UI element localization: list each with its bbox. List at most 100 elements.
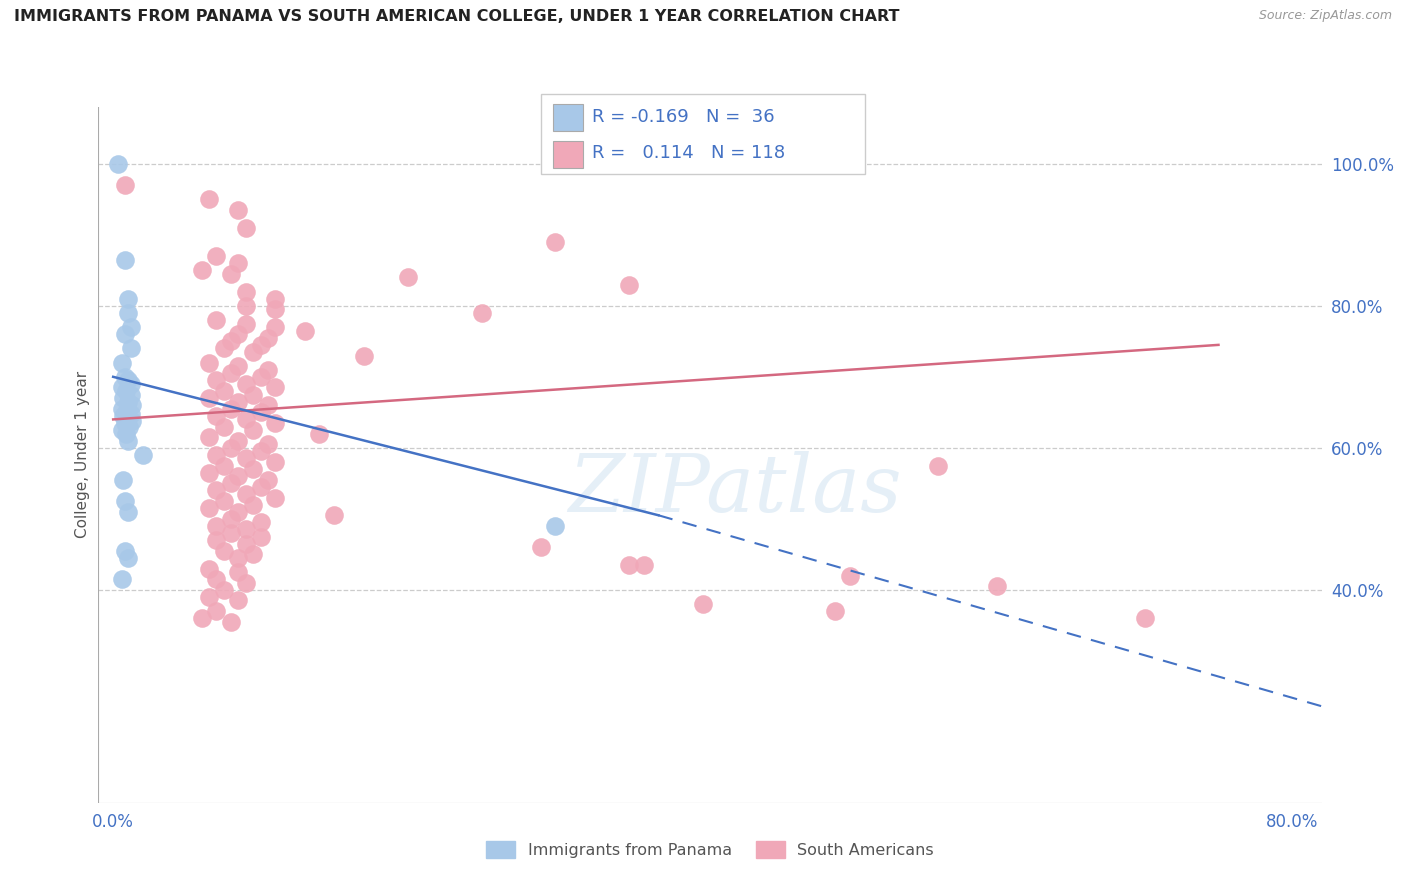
- Point: [205, 604, 228, 618]
- Point: [235, 523, 257, 537]
- Point: [205, 313, 228, 327]
- Point: [264, 292, 287, 306]
- Point: [198, 192, 221, 206]
- Text: ZIPatlas: ZIPatlas: [568, 451, 901, 528]
- Point: [228, 359, 250, 374]
- Point: [235, 285, 257, 299]
- Point: [111, 401, 134, 416]
- Point: [264, 302, 287, 317]
- Point: [353, 349, 375, 363]
- Point: [198, 466, 221, 480]
- Point: [264, 455, 287, 469]
- Point: [115, 384, 138, 398]
- Point: [249, 530, 271, 544]
- Point: [120, 320, 142, 334]
- Point: [120, 342, 142, 356]
- Text: R = -0.169   N =  36: R = -0.169 N = 36: [592, 108, 775, 126]
- Text: Source: ZipAtlas.com: Source: ZipAtlas.com: [1258, 9, 1392, 22]
- Point: [617, 277, 640, 292]
- Point: [107, 157, 129, 171]
- Point: [235, 376, 257, 391]
- Text: R =   0.114   N = 118: R = 0.114 N = 118: [592, 145, 785, 162]
- Point: [205, 249, 228, 263]
- Point: [242, 547, 264, 561]
- Point: [212, 543, 235, 558]
- Point: [544, 519, 567, 533]
- Point: [235, 487, 257, 501]
- Point: [205, 483, 228, 498]
- Point: [111, 423, 134, 437]
- Point: [633, 558, 655, 572]
- Point: [242, 498, 264, 512]
- Point: [228, 505, 250, 519]
- Point: [235, 412, 257, 426]
- Point: [117, 505, 139, 519]
- Point: [219, 334, 242, 349]
- Point: [228, 593, 250, 607]
- Point: [198, 501, 221, 516]
- Point: [264, 416, 287, 430]
- Point: [117, 394, 139, 409]
- Point: [839, 568, 862, 582]
- Point: [396, 270, 419, 285]
- Point: [692, 597, 714, 611]
- Point: [198, 391, 221, 405]
- Point: [219, 401, 242, 416]
- Point: [228, 256, 250, 270]
- Point: [617, 558, 640, 572]
- Point: [114, 252, 136, 267]
- Point: [117, 292, 139, 306]
- Point: [190, 611, 212, 625]
- Y-axis label: College, Under 1 year: College, Under 1 year: [75, 371, 90, 539]
- Point: [235, 451, 257, 466]
- Point: [257, 398, 280, 412]
- Point: [235, 575, 257, 590]
- Point: [111, 380, 134, 394]
- Point: [219, 526, 242, 541]
- Point: [198, 430, 221, 444]
- Point: [242, 423, 264, 437]
- Point: [235, 299, 257, 313]
- Point: [131, 448, 153, 462]
- Point: [212, 342, 235, 356]
- Point: [257, 473, 280, 487]
- Point: [219, 441, 242, 455]
- Point: [529, 540, 551, 554]
- Point: [235, 220, 257, 235]
- Point: [115, 405, 138, 419]
- Point: [120, 407, 142, 421]
- Point: [219, 476, 242, 491]
- Point: [190, 263, 212, 277]
- Point: [228, 202, 250, 217]
- Point: [471, 306, 494, 320]
- Point: [114, 543, 136, 558]
- Point: [112, 409, 135, 423]
- Point: [264, 320, 287, 334]
- Point: [235, 317, 257, 331]
- Point: [115, 426, 138, 441]
- Point: [198, 356, 221, 370]
- Point: [198, 561, 221, 575]
- Point: [249, 405, 271, 419]
- Point: [294, 324, 316, 338]
- Point: [927, 458, 949, 473]
- Point: [212, 494, 235, 508]
- Point: [242, 462, 264, 476]
- Point: [242, 387, 264, 401]
- Point: [308, 426, 330, 441]
- Point: [986, 579, 1008, 593]
- Point: [117, 373, 139, 387]
- Point: [112, 391, 135, 405]
- Point: [257, 362, 280, 376]
- Point: [544, 235, 567, 249]
- Text: IMMIGRANTS FROM PANAMA VS SOUTH AMERICAN COLLEGE, UNDER 1 YEAR CORRELATION CHART: IMMIGRANTS FROM PANAMA VS SOUTH AMERICAN…: [14, 9, 900, 24]
- Point: [114, 178, 136, 193]
- Point: [323, 508, 346, 523]
- Point: [118, 419, 141, 434]
- Point: [249, 516, 271, 530]
- Point: [198, 590, 221, 604]
- Point: [205, 533, 228, 548]
- Point: [219, 267, 242, 281]
- Point: [117, 306, 139, 320]
- Point: [257, 331, 280, 345]
